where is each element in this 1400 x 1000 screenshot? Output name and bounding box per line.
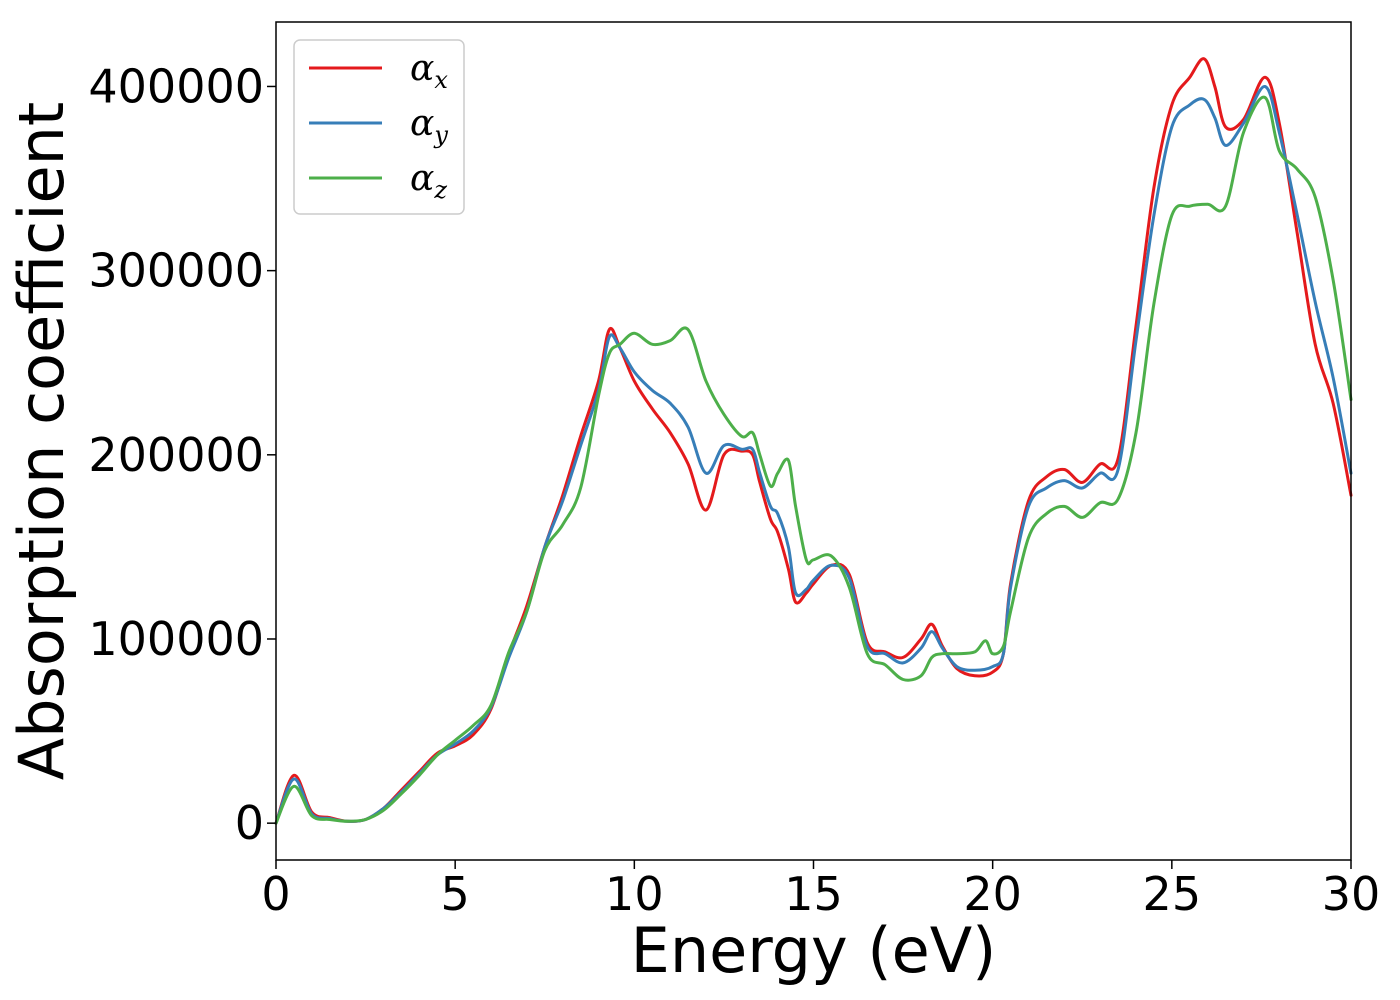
legend-box bbox=[293, 39, 465, 215]
y-axis: 0 100000 200000 300000 400000 bbox=[88, 59, 276, 850]
legend: αx αy αz bbox=[293, 39, 465, 215]
y-tick-label: 0 bbox=[235, 796, 264, 850]
legend-label-y: αy bbox=[410, 103, 448, 149]
legend-label-z: αz bbox=[410, 158, 447, 204]
x-axis: 0 5 10 15 20 25 30 bbox=[261, 860, 1380, 921]
x-tick-label: 25 bbox=[1143, 867, 1202, 921]
x-tick-label: 0 bbox=[261, 867, 290, 921]
y-tick-label: 100000 bbox=[88, 612, 264, 666]
series-line-x bbox=[274, 57, 1353, 825]
y-tick-label: 400000 bbox=[88, 59, 264, 113]
y-axis-title: Absorption coefficient bbox=[5, 102, 78, 781]
x-tick-label: 20 bbox=[963, 867, 1022, 921]
series-layer bbox=[274, 57, 1353, 825]
x-axis-title: Energy (eV) bbox=[631, 914, 997, 987]
x-tick-label: 10 bbox=[605, 867, 664, 921]
series-line-z bbox=[274, 95, 1353, 825]
x-tick-label: 5 bbox=[441, 867, 470, 921]
y-tick-label: 300000 bbox=[88, 244, 264, 298]
x-tick-label: 15 bbox=[784, 867, 843, 921]
legend-label-x: αx bbox=[410, 48, 448, 94]
y-tick-label: 200000 bbox=[88, 428, 264, 482]
x-tick-label: 30 bbox=[1322, 867, 1381, 921]
series-line-y bbox=[274, 85, 1353, 825]
